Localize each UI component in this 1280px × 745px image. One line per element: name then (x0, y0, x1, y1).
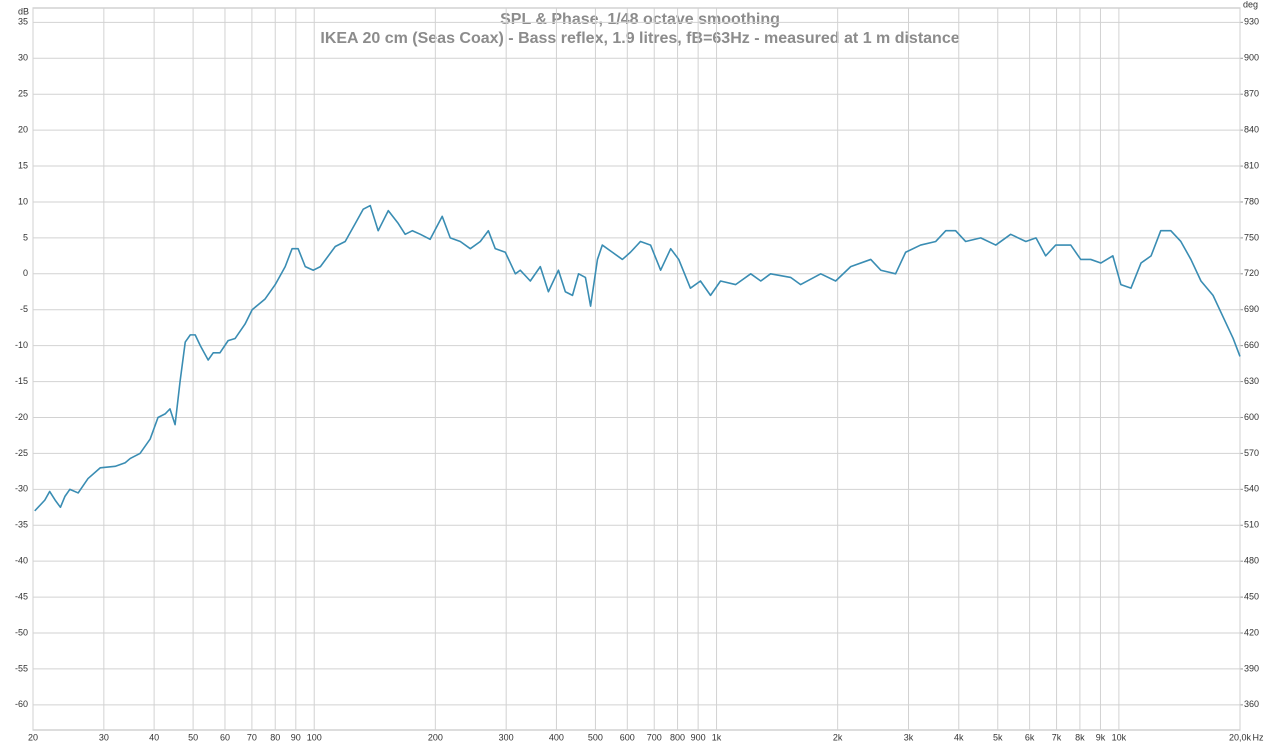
x-tick-label: 3k (904, 732, 914, 742)
y-tick-label: 5 (23, 232, 28, 242)
y2-tick-label: 810 (1244, 160, 1259, 170)
y2-tick-label: 840 (1244, 125, 1259, 135)
y2-tick-label: 630 (1244, 376, 1259, 386)
x-axis-unit: Hz (1253, 732, 1264, 742)
x-tick-label: 600 (620, 732, 635, 742)
x-tick-label: 900 (691, 732, 706, 742)
y-tick-label: -20 (15, 412, 28, 422)
y-tick-label: 20 (18, 125, 28, 135)
y2-tick-label: 600 (1244, 412, 1259, 422)
x-tick-label: 8k (1075, 732, 1085, 742)
x-tick-label: 7k (1052, 732, 1062, 742)
spl-line (34, 204, 1241, 512)
y2-tick-label: 570 (1244, 448, 1259, 458)
y2-tick-label: 930 (1244, 17, 1259, 27)
y-tick-label: -35 (15, 520, 28, 530)
x-tick-label: 2k (833, 732, 843, 742)
y2-tick-label: 540 (1244, 484, 1259, 494)
x-tick-label: 1k (712, 732, 722, 742)
y-tick-label: -55 (15, 663, 28, 673)
x-tick-label: 300 (499, 732, 514, 742)
x-tick-label: 70 (247, 732, 257, 742)
y-tick-label: -60 (15, 699, 28, 709)
y-tick-label: 25 (18, 89, 28, 99)
x-tick-label: 60 (220, 732, 230, 742)
y-axis-unit: dB (18, 6, 29, 16)
y2-tick-label: 450 (1244, 591, 1259, 601)
x-tick-label: 50 (188, 732, 198, 742)
y-tick-label: -15 (15, 376, 28, 386)
x-tick-label: 9k (1096, 732, 1106, 742)
y2-tick-label: 510 (1244, 520, 1259, 530)
y-tick-label: 0 (23, 268, 28, 278)
y2-tick-label: 480 (1244, 556, 1259, 566)
y2-tick-label: 420 (1244, 627, 1259, 637)
y2-tick-label: 360 (1244, 699, 1259, 709)
chart-title: SPL & Phase, 1/48 octave smoothing (500, 11, 780, 28)
y-tick-label: -25 (15, 448, 28, 458)
y2-tick-label: 690 (1244, 304, 1259, 314)
x-tick-label: 10k (1112, 732, 1127, 742)
y-tick-label: -30 (15, 484, 28, 494)
x-tick-label: 5k (993, 732, 1003, 742)
x-tick-label: 4k (954, 732, 964, 742)
y2-tick-label: 780 (1244, 196, 1259, 206)
y-tick-label: -10 (15, 340, 28, 350)
x-tick-label: 20,0k (1229, 732, 1252, 742)
x-tick-label: 100 (307, 732, 322, 742)
y-tick-label: -40 (15, 556, 28, 566)
y-tick-label: 30 (18, 53, 28, 63)
y-tick-label: 10 (18, 196, 28, 206)
x-tick-label: 6k (1025, 732, 1035, 742)
y2-axis-unit: deg (1243, 0, 1258, 9)
y-tick-label: 15 (18, 160, 28, 170)
x-tick-label: 40 (149, 732, 159, 742)
x-tick-label: 200 (428, 732, 443, 742)
y2-tick-label: 720 (1244, 268, 1259, 278)
x-tick-label: 20 (28, 732, 38, 742)
x-tick-label: 400 (549, 732, 564, 742)
x-tick-label: 700 (647, 732, 662, 742)
y2-tick-label: 750 (1244, 232, 1259, 242)
y2-tick-label: 660 (1244, 340, 1259, 350)
x-tick-label: 500 (588, 732, 603, 742)
y2-tick-label: 900 (1244, 53, 1259, 63)
x-tick-label: 90 (291, 732, 301, 742)
y2-tick-label: 390 (1244, 663, 1259, 673)
x-tick-label: 30 (99, 732, 109, 742)
plot-area (32, 7, 1241, 731)
x-tick-label: 80 (270, 732, 280, 742)
y-tick-label: 35 (18, 17, 28, 27)
y2-tick-label: 870 (1244, 89, 1259, 99)
y-tick-label: -5 (20, 304, 28, 314)
x-tick-label: 800 (670, 732, 685, 742)
y-tick-label: -50 (15, 627, 28, 637)
chart-subtitle: IKEA 20 cm (Seas Coax) - Bass reflex, 1.… (320, 30, 959, 47)
y-tick-label: -45 (15, 591, 28, 601)
